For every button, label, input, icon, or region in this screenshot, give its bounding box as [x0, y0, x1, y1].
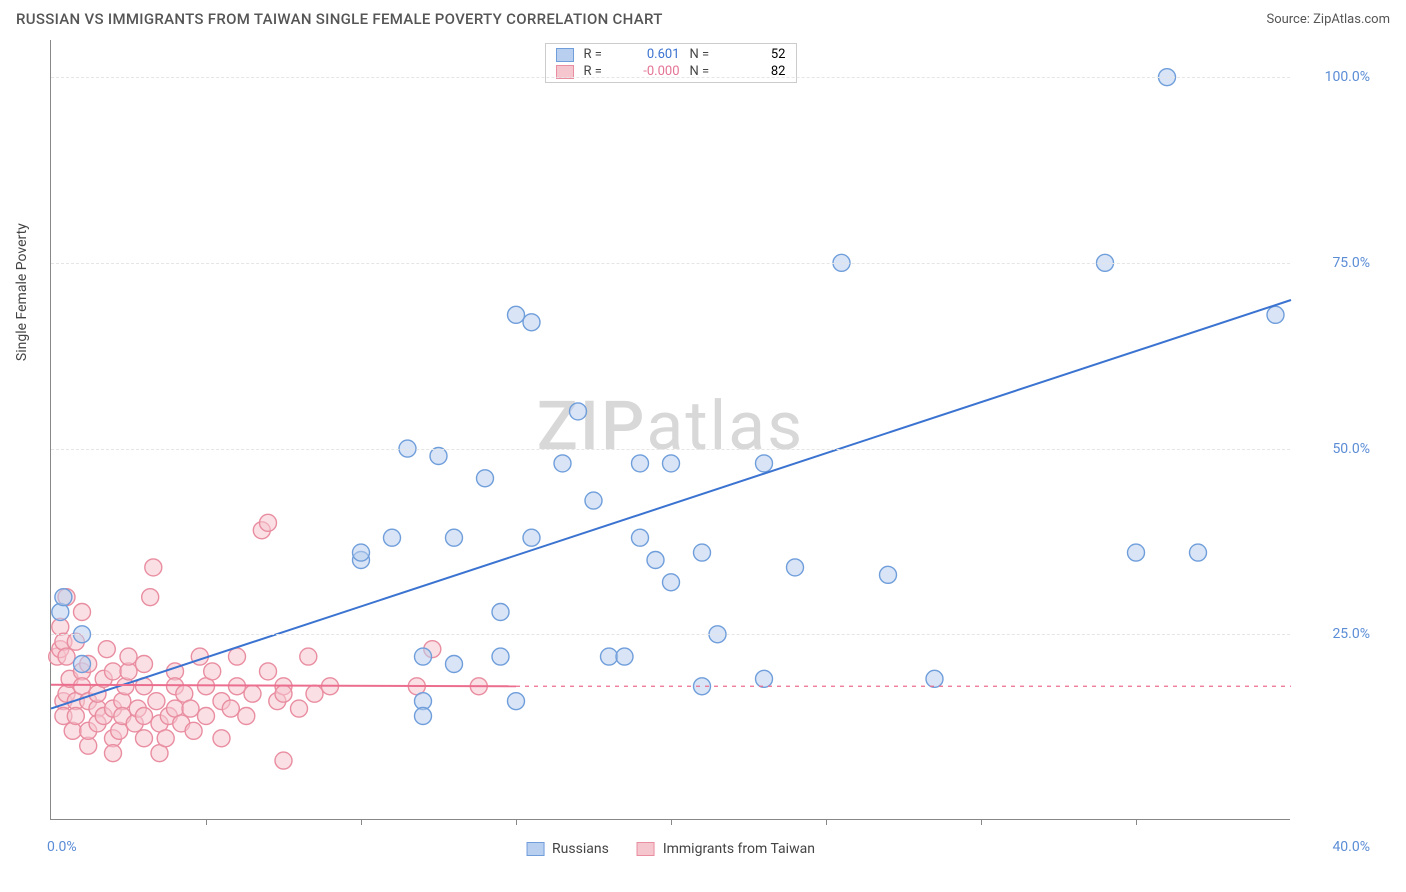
series-legend: Russians Immigrants from Taiwan	[526, 841, 815, 857]
data-point-taiwan	[64, 722, 81, 739]
data-point-russians	[446, 529, 463, 546]
data-point-russians	[446, 656, 463, 673]
scatter-plot: ZIPatlas R = 0.601 N = 52 R = -0.000 N =…	[50, 40, 1290, 820]
data-point-russians	[415, 708, 432, 725]
data-point-taiwan	[244, 685, 261, 702]
data-point-russians	[756, 455, 773, 472]
gridline-h	[51, 77, 1290, 78]
plot-svg	[51, 40, 1290, 819]
data-point-russians	[632, 529, 649, 546]
data-point-russians	[415, 648, 432, 665]
data-point-russians	[52, 604, 69, 621]
data-point-taiwan	[58, 648, 75, 665]
x-axis-tick	[826, 819, 827, 825]
data-point-taiwan	[145, 559, 162, 576]
data-point-taiwan	[275, 752, 292, 769]
data-point-taiwan	[198, 708, 215, 725]
data-point-russians	[74, 656, 91, 673]
data-point-russians	[1128, 544, 1145, 561]
data-point-taiwan	[213, 730, 230, 747]
data-point-taiwan	[105, 745, 122, 762]
y-axis-tick-label: 100.0%	[1300, 69, 1370, 85]
data-point-taiwan	[306, 685, 323, 702]
x-axis-min-label: 0.0%	[47, 839, 77, 855]
data-point-russians	[55, 589, 72, 606]
data-point-russians	[787, 559, 804, 576]
data-point-russians	[585, 492, 602, 509]
data-point-taiwan	[142, 589, 159, 606]
data-point-taiwan	[291, 700, 308, 717]
data-point-taiwan	[157, 730, 174, 747]
data-point-taiwan	[136, 708, 153, 725]
legend-item-russians: Russians	[526, 841, 609, 857]
data-point-russians	[508, 693, 525, 710]
data-point-russians	[880, 566, 897, 583]
data-point-russians	[384, 529, 401, 546]
data-point-taiwan	[74, 604, 91, 621]
data-point-taiwan	[260, 514, 277, 531]
x-axis-tick	[1136, 819, 1137, 825]
data-point-russians	[523, 529, 540, 546]
x-axis-tick	[361, 819, 362, 825]
data-point-russians	[492, 648, 509, 665]
y-axis-title: Single Female Poverty	[14, 223, 30, 361]
gridline-h	[51, 449, 1290, 450]
data-point-russians	[632, 455, 649, 472]
y-axis-tick-label: 25.0%	[1300, 626, 1370, 642]
x-axis-tick	[981, 819, 982, 825]
data-point-russians	[353, 544, 370, 561]
gridline-h	[51, 634, 1290, 635]
data-point-russians	[523, 314, 540, 331]
swatch-taiwan	[637, 842, 655, 856]
data-point-russians	[616, 648, 633, 665]
data-point-taiwan	[260, 663, 277, 680]
data-point-taiwan	[136, 656, 153, 673]
legend-item-taiwan: Immigrants from Taiwan	[637, 841, 815, 857]
swatch-russians	[526, 842, 544, 856]
data-point-russians	[430, 448, 447, 465]
chart-title: RUSSIAN VS IMMIGRANTS FROM TAIWAN SINGLE…	[16, 10, 663, 28]
source-attribution: Source: ZipAtlas.com	[1266, 12, 1390, 27]
data-point-taiwan	[98, 641, 115, 658]
data-point-russians	[926, 670, 943, 687]
y-axis-tick-label: 75.0%	[1300, 255, 1370, 271]
x-axis-max-label: 40.0%	[1300, 839, 1370, 855]
data-point-russians	[570, 403, 587, 420]
data-point-russians	[601, 648, 618, 665]
data-point-taiwan	[275, 685, 292, 702]
data-point-russians	[694, 544, 711, 561]
data-point-russians	[1267, 306, 1284, 323]
data-point-taiwan	[105, 663, 122, 680]
y-axis-tick-label: 50.0%	[1300, 441, 1370, 457]
data-point-taiwan	[182, 700, 199, 717]
data-point-taiwan	[136, 730, 153, 747]
data-point-taiwan	[229, 648, 246, 665]
chart-header: RUSSIAN VS IMMIGRANTS FROM TAIWAN SINGLE…	[16, 10, 1390, 28]
data-point-russians	[756, 670, 773, 687]
data-point-taiwan	[120, 648, 137, 665]
data-point-russians	[1190, 544, 1207, 561]
data-point-taiwan	[185, 722, 202, 739]
data-point-russians	[554, 455, 571, 472]
data-point-russians	[492, 604, 509, 621]
x-axis-tick	[516, 819, 517, 825]
data-point-taiwan	[300, 648, 317, 665]
data-point-taiwan	[148, 693, 165, 710]
data-point-taiwan	[111, 722, 128, 739]
x-axis-tick	[671, 819, 672, 825]
data-point-taiwan	[222, 700, 239, 717]
gridline-h	[51, 263, 1290, 264]
x-axis-tick	[206, 819, 207, 825]
source-link[interactable]: ZipAtlas.com	[1313, 12, 1390, 27]
data-point-russians	[663, 574, 680, 591]
data-point-taiwan	[67, 708, 84, 725]
data-point-russians	[663, 455, 680, 472]
data-point-taiwan	[204, 663, 221, 680]
data-point-taiwan	[238, 708, 255, 725]
data-point-russians	[647, 552, 664, 569]
data-point-russians	[508, 306, 525, 323]
data-point-russians	[477, 470, 494, 487]
